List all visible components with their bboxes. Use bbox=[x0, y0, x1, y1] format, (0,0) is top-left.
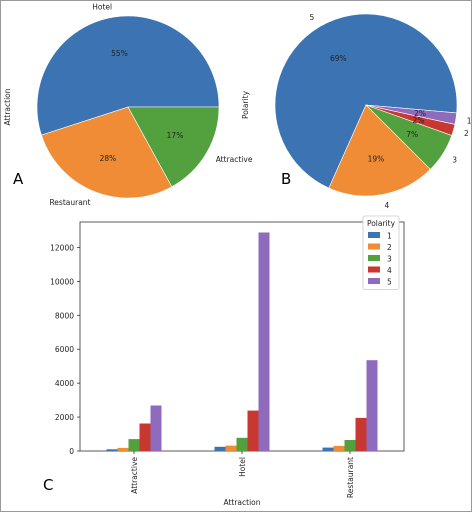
pie-category-label-restaurant: Restaurant bbox=[49, 198, 90, 207]
pie-slice-hotel bbox=[36, 15, 220, 136]
pie-category-label-5: 5 bbox=[310, 13, 315, 22]
pie-pct-label-restaurant: 28% bbox=[100, 154, 117, 163]
legend-label-4: 4 bbox=[387, 266, 392, 275]
pie-slice-attractive bbox=[127, 106, 220, 188]
panel-label-b: B bbox=[281, 170, 291, 188]
pie-pct-label-3: 7% bbox=[406, 130, 418, 139]
pie-slice-1 bbox=[365, 104, 457, 125]
y-tick-label: 6000 bbox=[55, 345, 74, 354]
bar-restaurant-polarity-1 bbox=[322, 447, 334, 451]
panel-label-a: A bbox=[13, 170, 24, 188]
pie-slice-restaurant bbox=[41, 106, 173, 199]
bar-attractive-polarity-5 bbox=[150, 405, 162, 451]
bar-attractive-polarity-4 bbox=[139, 423, 151, 451]
legend: Polarity 1 2 3 4 5 bbox=[362, 215, 400, 290]
y-tick-label: 0 bbox=[69, 447, 74, 456]
y-tick-label: 10000 bbox=[50, 277, 74, 286]
pie-category-label-2: 2 bbox=[464, 129, 469, 138]
legend-swatch-4 bbox=[368, 266, 380, 273]
bar-restaurant-polarity-4 bbox=[355, 417, 367, 451]
pie-axis-label: Attraction bbox=[3, 88, 12, 125]
x-tick-label-attractive: Attractive bbox=[130, 457, 139, 494]
bar-restaurant-polarity-3 bbox=[344, 440, 356, 451]
y-tick-label: 12000 bbox=[50, 243, 74, 252]
bar-hotel-polarity-1 bbox=[214, 446, 226, 451]
pie-category-label-1: 1 bbox=[467, 116, 472, 125]
x-tick-label-restaurant: Restaurant bbox=[346, 457, 355, 498]
bar-restaurant-polarity-2 bbox=[333, 445, 345, 451]
pie-chart-attraction: 55% Hotel 28% Restaurant 17% Attractive Attrac… bbox=[3, 2, 253, 207]
bar-hotel-polarity-2 bbox=[225, 445, 237, 451]
legend-swatch-2 bbox=[368, 243, 380, 250]
bar-attractive-polarity-3 bbox=[128, 439, 140, 451]
legend-title: Polarity bbox=[367, 219, 396, 228]
legend-label-3: 3 bbox=[387, 255, 392, 264]
y-tick-label: 4000 bbox=[55, 379, 74, 388]
plot-area bbox=[79, 221, 405, 452]
pie-chart-polarity: 69% 5 19% 4 7% 3 2% 2 2% 1 Polarity bbox=[241, 13, 472, 210]
pie-pct-label-hotel: 55% bbox=[111, 49, 128, 58]
pie-category-label-3: 3 bbox=[452, 155, 457, 164]
pie-axis-label: Polarity bbox=[241, 90, 250, 119]
legend-label-5: 5 bbox=[387, 278, 392, 287]
y-tick-label: 2000 bbox=[55, 413, 74, 422]
legend-swatch-1 bbox=[368, 232, 380, 238]
legend-label-1: 1 bbox=[387, 232, 392, 241]
bar-hotel-polarity-4 bbox=[247, 410, 259, 451]
x-axis-label: Attraction bbox=[223, 498, 260, 507]
pie-slice-5 bbox=[274, 13, 458, 189]
legend-label-2: 2 bbox=[387, 243, 392, 252]
pie-category-label-4: 4 bbox=[385, 201, 390, 210]
pie-category-label-hotel: Hotel bbox=[92, 2, 112, 11]
bar-attractive-polarity-2 bbox=[117, 447, 129, 451]
pie-category-label-attractive: Attractive bbox=[216, 155, 253, 164]
legend-swatch-3 bbox=[368, 255, 380, 261]
bar-hotel-polarity-3 bbox=[236, 437, 248, 451]
pie-pct-label-1: 2% bbox=[414, 109, 426, 118]
bar-attractive-polarity-1 bbox=[106, 449, 118, 451]
bar-hotel-polarity-5 bbox=[258, 232, 270, 451]
y-tick-label: 8000 bbox=[55, 311, 74, 320]
pie-pct-label-4: 19% bbox=[368, 155, 385, 164]
legend-swatch-5 bbox=[368, 278, 380, 284]
bar-restaurant-polarity-5 bbox=[366, 360, 378, 451]
pie-pct-label-2: 2% bbox=[413, 116, 425, 125]
pie-pct-label-attractive: 17% bbox=[167, 131, 184, 140]
pie-pct-label-5: 69% bbox=[330, 54, 347, 63]
bar-chart-attraction-polarity: 0 2000 4000 6000 8000 10000 12000 Attractive Hot… bbox=[50, 215, 405, 507]
pie-slice-4 bbox=[328, 104, 431, 197]
x-tick-label-hotel: Hotel bbox=[238, 457, 247, 477]
panel-label-c: C bbox=[43, 476, 53, 494]
